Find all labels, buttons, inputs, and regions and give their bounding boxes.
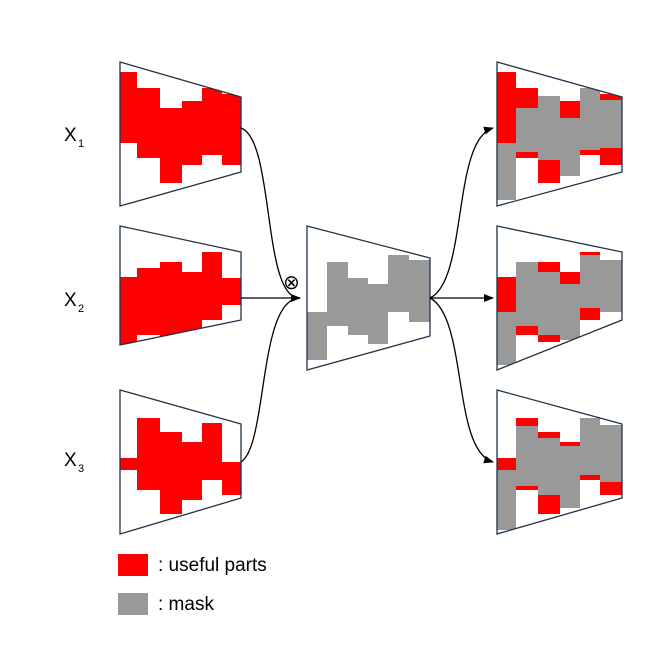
svg-text:1: 1 [78,138,84,150]
output-feature-map-3 [496,389,623,535]
mask-region [497,88,622,200]
connector-mask-to-output-3 [429,297,494,464]
useful-region [120,252,241,345]
mask-region [307,255,430,360]
svg-text:3: 3 [78,463,84,475]
connector-x3-to-operator [240,297,301,463]
svg-text:X: X [64,450,77,471]
input-label-x2: X 2 [64,290,84,315]
svg-text:X: X [64,125,77,146]
input-label-x3-main: X [64,450,77,471]
input-label-x2-main: X [64,290,77,311]
input-label-x1: X 1 [64,125,84,150]
mask-region [497,255,622,365]
multiply-operator-icon: ⊗ [283,270,300,294]
mask-region [497,418,622,530]
input-feature-map-2 [119,225,242,346]
input-label-x3: X 3 [64,450,84,475]
input-feature-map-1 [119,61,242,207]
feature-map-outline [496,225,623,371]
feature-map-outline [119,61,242,207]
mask-map [306,225,431,371]
legend-swatch-red [118,554,148,576]
feature-map-outline [306,225,431,371]
connector-x1-to-operator [240,127,301,299]
legend-label-useful: : useful parts [158,555,267,576]
legend-swatch-gray [118,593,148,615]
output-feature-map-1 [496,61,623,207]
input-feature-map-3 [119,389,242,535]
input-label-x3-sub: 3 [78,463,84,475]
connector-mask-to-output-1 [429,126,494,299]
useful-region [120,418,241,514]
legend: : useful parts : mask [118,554,267,615]
legend-item-mask: : mask [118,593,214,615]
feature-map-outline [496,61,623,207]
legend-item-useful: : useful parts [118,554,267,576]
svg-text:X: X [64,290,77,311]
output-feature-map-2 [496,225,623,371]
input-label-x2-sub: 2 [78,303,84,315]
useful-region [120,72,241,183]
feature-map-outline [496,389,623,535]
input-label-x1-sub: 1 [78,138,84,150]
input-label-x1-main: X [64,125,77,146]
feature-map-outline [119,389,242,535]
feature-map-outline [119,225,242,346]
legend-label-mask: : mask [158,594,214,615]
svg-text:2: 2 [78,303,84,315]
